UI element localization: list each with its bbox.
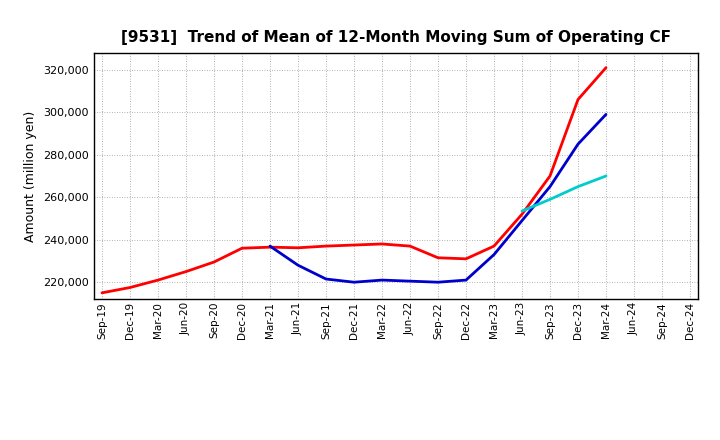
5 Years — [433, 279, 442, 285]
3 Years — [153, 278, 162, 283]
3 Years — [181, 269, 190, 274]
5 Years — [322, 276, 330, 282]
5 Years — [350, 279, 359, 285]
5 Years — [294, 263, 302, 268]
5 Years — [546, 184, 554, 189]
5 Years — [574, 142, 582, 147]
3 Years — [322, 243, 330, 249]
3 Years — [602, 65, 611, 70]
5 Years — [378, 278, 387, 283]
3 Years — [350, 242, 359, 248]
Y-axis label: Amount (million yen): Amount (million yen) — [24, 110, 37, 242]
3 Years — [462, 256, 470, 261]
5 Years — [602, 112, 611, 117]
Line: 3 Years: 3 Years — [102, 68, 606, 293]
3 Years — [433, 255, 442, 260]
7 Years — [518, 209, 526, 214]
3 Years — [490, 243, 498, 249]
3 Years — [378, 241, 387, 246]
7 Years — [602, 173, 611, 179]
5 Years — [462, 278, 470, 283]
7 Years — [574, 184, 582, 189]
3 Years — [294, 245, 302, 250]
Line: 5 Years: 5 Years — [270, 114, 606, 282]
3 Years — [126, 285, 135, 290]
3 Years — [210, 260, 218, 265]
3 Years — [405, 243, 414, 249]
3 Years — [98, 290, 107, 296]
3 Years — [518, 212, 526, 217]
3 Years — [574, 97, 582, 102]
3 Years — [546, 173, 554, 179]
5 Years — [405, 279, 414, 284]
5 Years — [518, 218, 526, 223]
7 Years — [546, 197, 554, 202]
3 Years — [238, 246, 246, 251]
5 Years — [490, 252, 498, 257]
3 Years — [266, 245, 274, 250]
Title: [9531]  Trend of Mean of 12-Month Moving Sum of Operating CF: [9531] Trend of Mean of 12-Month Moving … — [121, 29, 671, 45]
Line: 7 Years: 7 Years — [522, 176, 606, 211]
5 Years — [266, 243, 274, 249]
